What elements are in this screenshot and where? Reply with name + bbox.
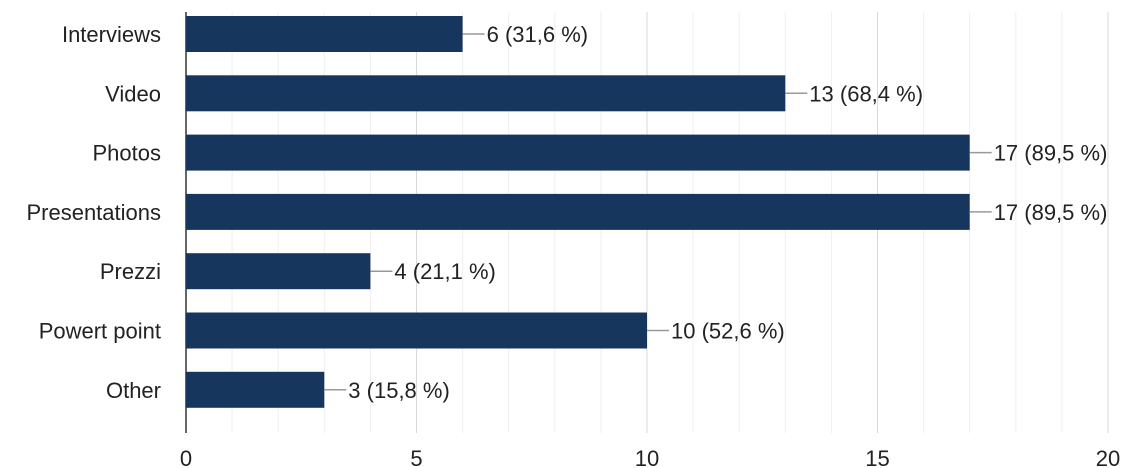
data-label: 13 (68,4 %): [809, 81, 923, 106]
x-tick-label: 5: [410, 446, 422, 468]
data-label: 10 (52,6 %): [671, 319, 785, 344]
bar: [186, 16, 463, 52]
data-label: 6 (31,6 %): [487, 22, 588, 47]
category-label: Photos: [93, 141, 162, 166]
category-label: Presentations: [26, 200, 161, 225]
data-label: 4 (21,1 %): [394, 259, 496, 284]
x-tick-label: 15: [865, 446, 889, 468]
data-label: 17 (89,5 %): [994, 200, 1108, 225]
data-label: 17 (89,5 %): [994, 141, 1108, 166]
bar: [186, 312, 647, 349]
bar: [186, 371, 325, 408]
category-label: Prezzi: [100, 259, 161, 284]
category-label: Other: [106, 378, 161, 403]
bar: [186, 193, 970, 230]
x-tick-label: 20: [1096, 446, 1120, 468]
category-label: Powert point: [39, 319, 161, 344]
category-label: Interviews: [62, 22, 161, 47]
bars: [186, 16, 970, 408]
bar: [186, 75, 786, 112]
bar: [186, 253, 371, 290]
bar: [186, 134, 970, 171]
data-label: 3 (15,8 %): [348, 378, 450, 403]
labels: 0 5 10 15 20 Interviews 6 (31,6 %) Video 13 (68,…: [26, 22, 1120, 468]
x-tick-label: 0: [180, 446, 192, 468]
x-tick-label: 10: [635, 446, 659, 468]
category-label: Video: [105, 81, 161, 106]
